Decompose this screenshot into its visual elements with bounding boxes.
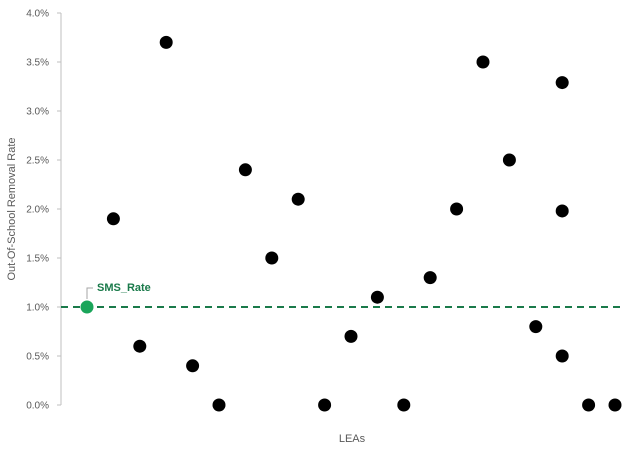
data-point: [555, 204, 569, 218]
sms-rate-reference: SMS_Rate: [61, 282, 623, 314]
x-axis-title: LEAs: [339, 433, 366, 445]
data-point: [370, 290, 384, 304]
data-point: [238, 163, 252, 177]
data-point: [291, 192, 305, 206]
data-point: [186, 359, 200, 373]
sms-rate-label: SMS_Rate: [97, 282, 151, 294]
y-tick-label: 0.0%: [26, 401, 49, 412]
data-point: [265, 251, 279, 265]
y-axis: 0.0% 0.5% 1.0% 1.5% 2.0% 2.5% 3.0% 3.5% 4.0%: [26, 9, 62, 412]
data-point: [397, 398, 411, 412]
data-point: [608, 398, 622, 412]
sms-rate-point: [80, 300, 94, 314]
data-point: [159, 35, 173, 49]
y-tick-label: 0.5%: [26, 352, 49, 363]
y-tick-label: 4.0%: [26, 9, 49, 20]
data-point: [529, 320, 543, 334]
sms-rate-label-leader: [86, 287, 93, 299]
y-tick-label: 1.0%: [26, 303, 49, 314]
data-point: [423, 271, 437, 285]
data-point: [582, 398, 596, 412]
data-point: [133, 339, 147, 353]
data-point: [344, 329, 358, 343]
y-tick-label: 2.0%: [26, 205, 49, 216]
y-tick-label: 3.5%: [26, 58, 49, 69]
data-point: [318, 398, 332, 412]
y-tick-label: 2.5%: [26, 156, 49, 167]
data-point: [502, 153, 516, 167]
lea-points: [106, 35, 622, 412]
data-point: [106, 212, 120, 226]
data-point: [555, 76, 569, 90]
y-tick-label: 1.5%: [26, 254, 49, 265]
data-point: [212, 398, 226, 412]
y-axis-title: Out-Of-School Removal Rate: [6, 137, 18, 280]
data-point: [476, 55, 490, 69]
data-point: [450, 202, 464, 216]
data-point: [555, 349, 569, 363]
y-tick-label: 3.0%: [26, 107, 49, 118]
